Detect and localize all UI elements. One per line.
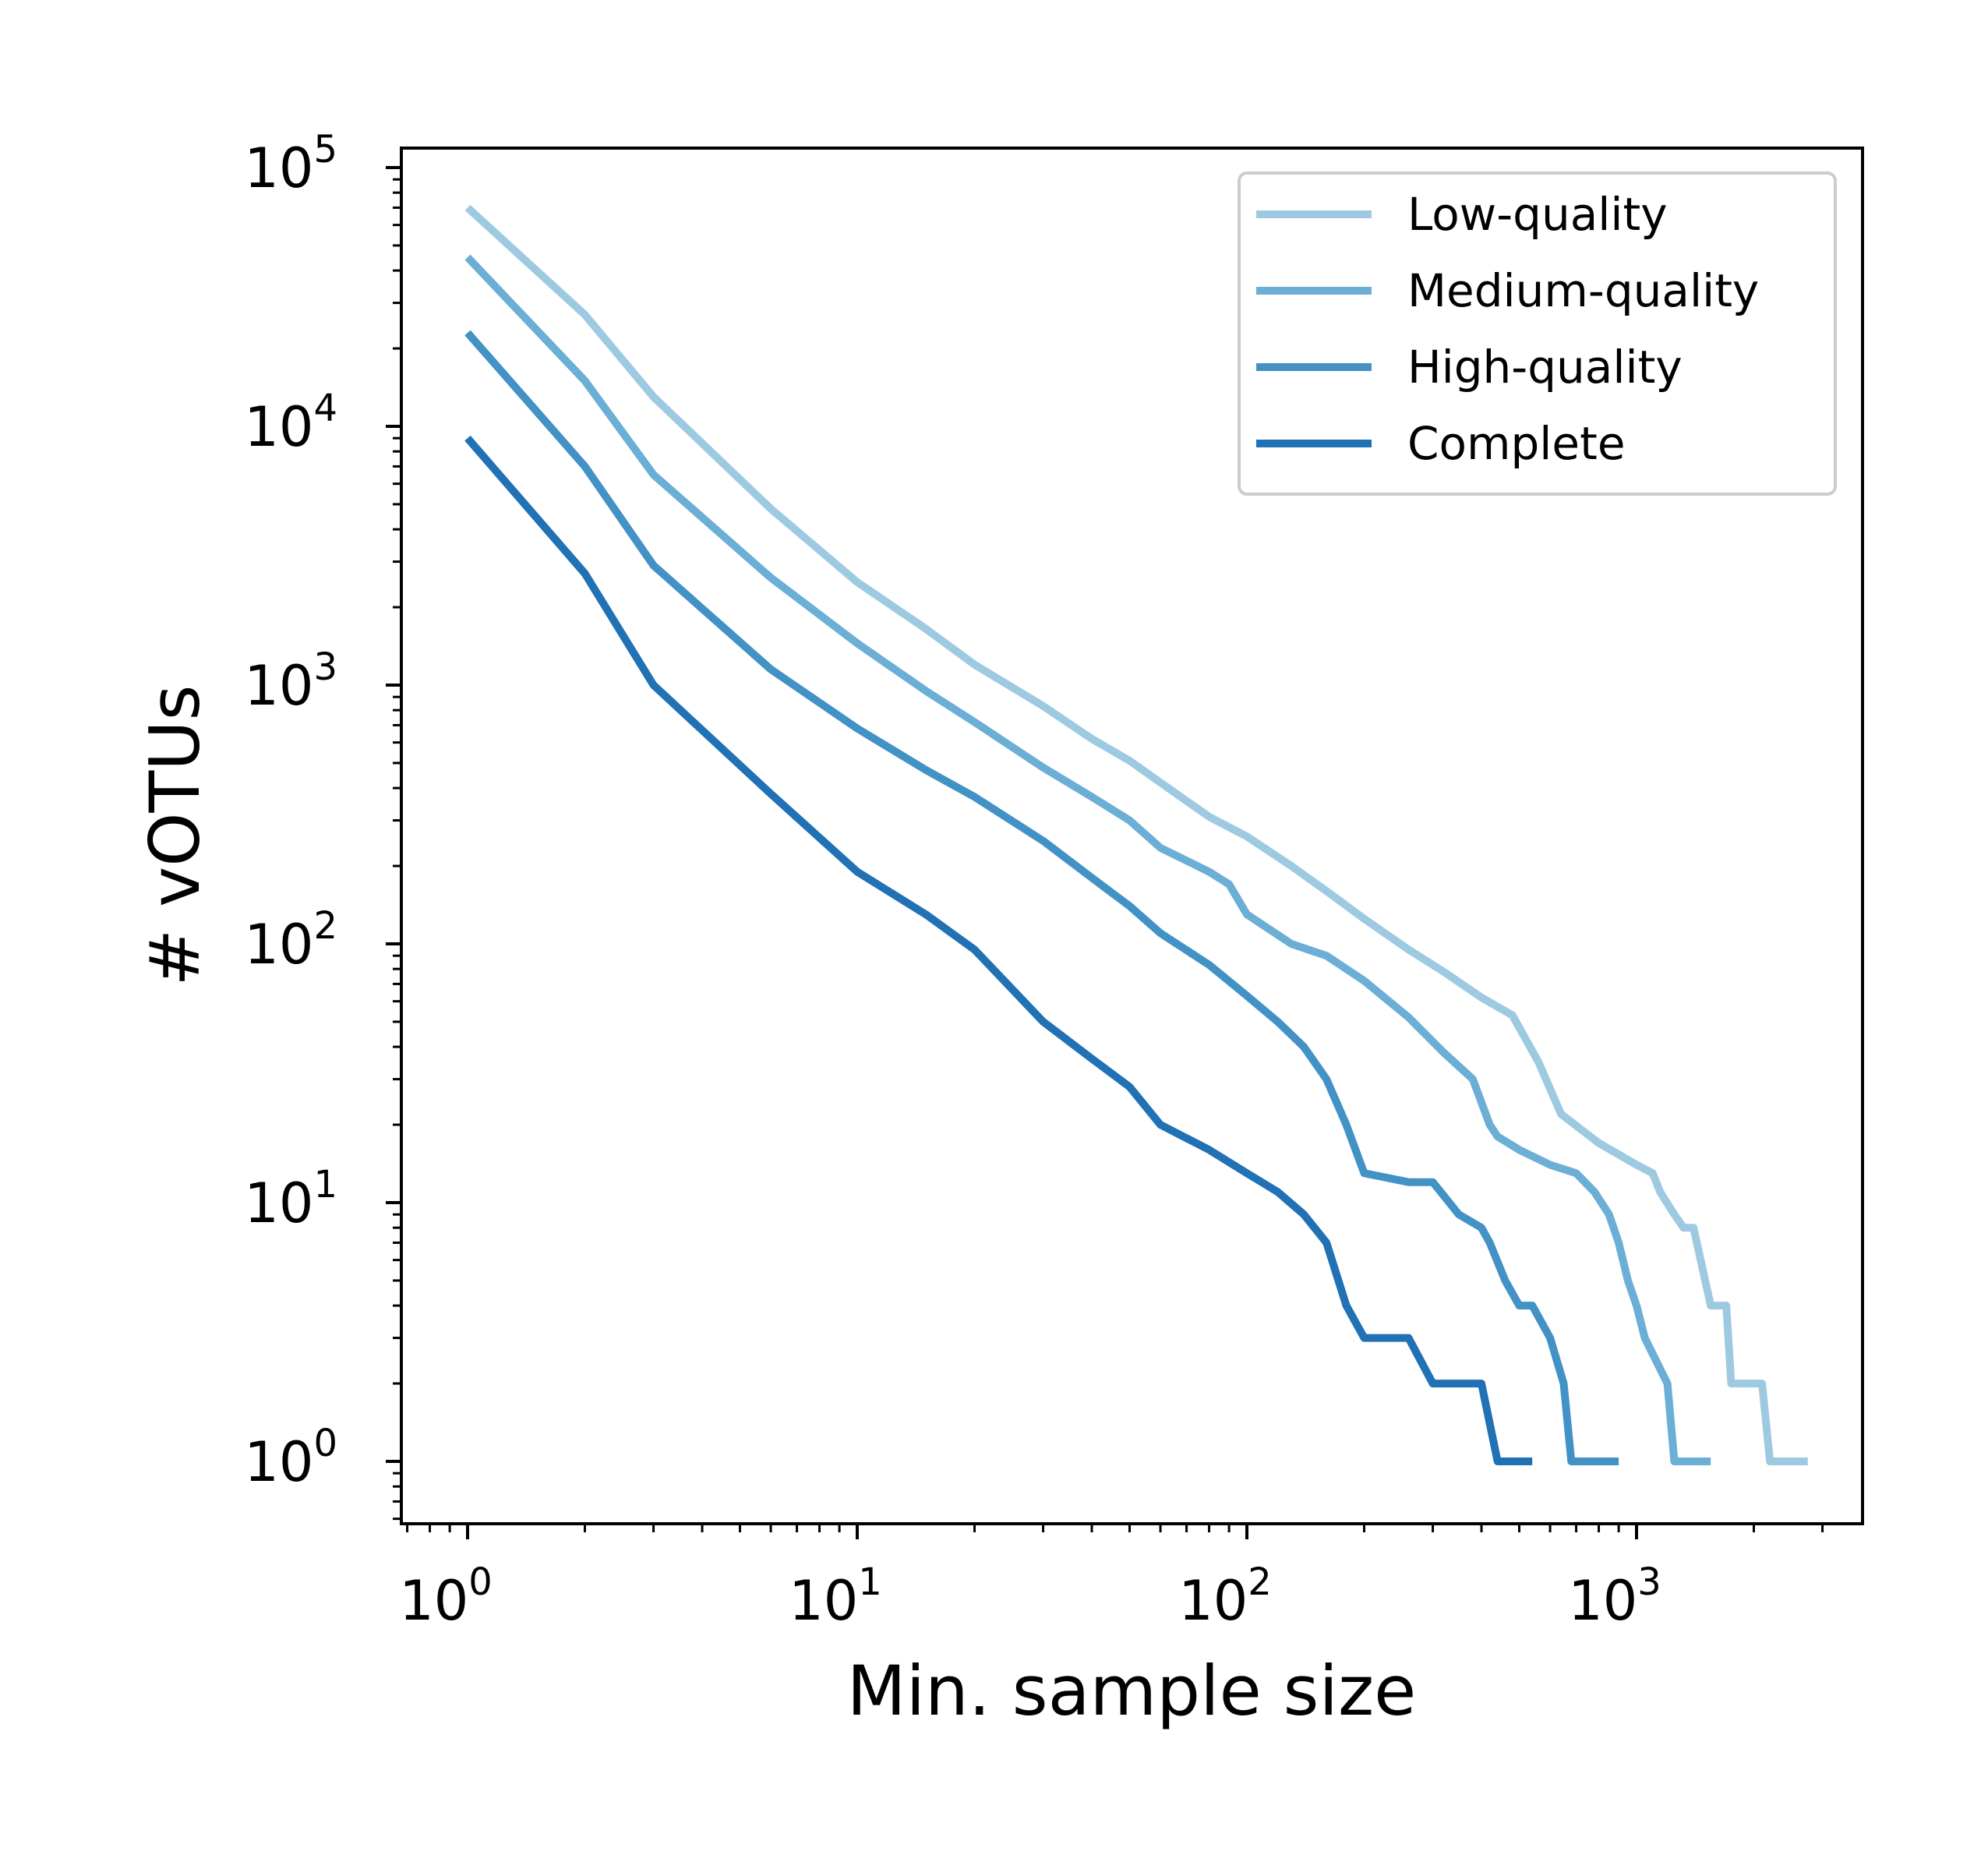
- y-tick-label: 101: [244, 1163, 337, 1235]
- series-line-complete: [464, 435, 1533, 1465]
- legend-label: High-quality: [1407, 341, 1683, 394]
- legend: Low-quality Medium-quality High-quality Com…: [1238, 171, 1837, 496]
- legend-label: Medium-quality: [1407, 264, 1759, 317]
- y-tick-label: 105: [244, 128, 337, 200]
- series-line-low-quality: [464, 204, 1808, 1465]
- x-axis-label: Min. sample size: [847, 1651, 1417, 1731]
- plot-frame: [400, 147, 1864, 1525]
- legend-label: Low-quality: [1407, 188, 1668, 241]
- legend-entries: Low-quality Medium-quality High-quality Com…: [1256, 188, 1759, 470]
- x-tick-label: 103: [1568, 1560, 1661, 1633]
- x-tick-label: 100: [399, 1560, 493, 1633]
- legend-label: Complete: [1407, 417, 1626, 470]
- series-line-medium-quality: [464, 254, 1711, 1465]
- x-tick-label: 102: [1178, 1560, 1272, 1633]
- x-tick-label: 101: [789, 1560, 882, 1633]
- y-axis-label: # vOTUs: [135, 684, 215, 986]
- legend-box: [1238, 171, 1837, 496]
- series-line-high-quality: [464, 330, 1619, 1465]
- y-tick-label: 103: [244, 645, 337, 718]
- y-tick-label: 100: [244, 1422, 337, 1494]
- y-tick-label: 102: [244, 904, 337, 977]
- series-layer: [464, 204, 1808, 1465]
- y-tick-label: 104: [244, 387, 337, 459]
- ticks-layer: 100 101 102 103 100 101 102 103 104 105: [244, 128, 1824, 1633]
